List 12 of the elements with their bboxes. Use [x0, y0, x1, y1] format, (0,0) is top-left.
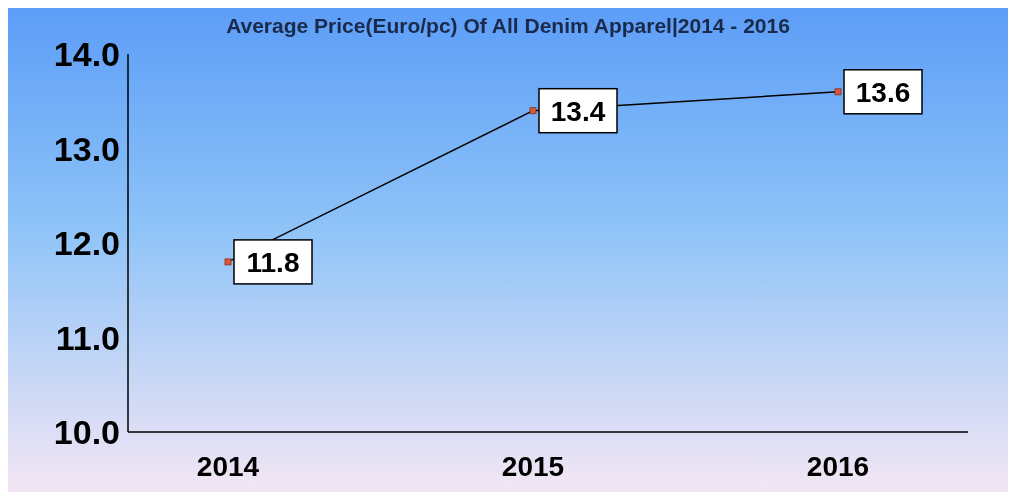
x-tick-label: 2015	[501, 450, 565, 482]
y-tick-label: 12.0	[53, 224, 120, 263]
chart-title: Average Price(Euro/pc) Of All Denim Apparel|2014 - 2016	[226, 14, 790, 37]
y-tick-label: 14.0	[53, 35, 120, 74]
x-tick-label: 2014	[196, 450, 260, 482]
x-tick-label: 2016	[806, 450, 870, 482]
y-tick-label: 11.0	[55, 318, 120, 357]
data-label: 13.6	[855, 76, 911, 108]
data-label: 13.4	[550, 95, 606, 127]
y-tick-label: 10.0	[53, 413, 120, 452]
y-tick-label: 13.0	[53, 129, 120, 168]
data-label: 11.8	[246, 246, 300, 278]
